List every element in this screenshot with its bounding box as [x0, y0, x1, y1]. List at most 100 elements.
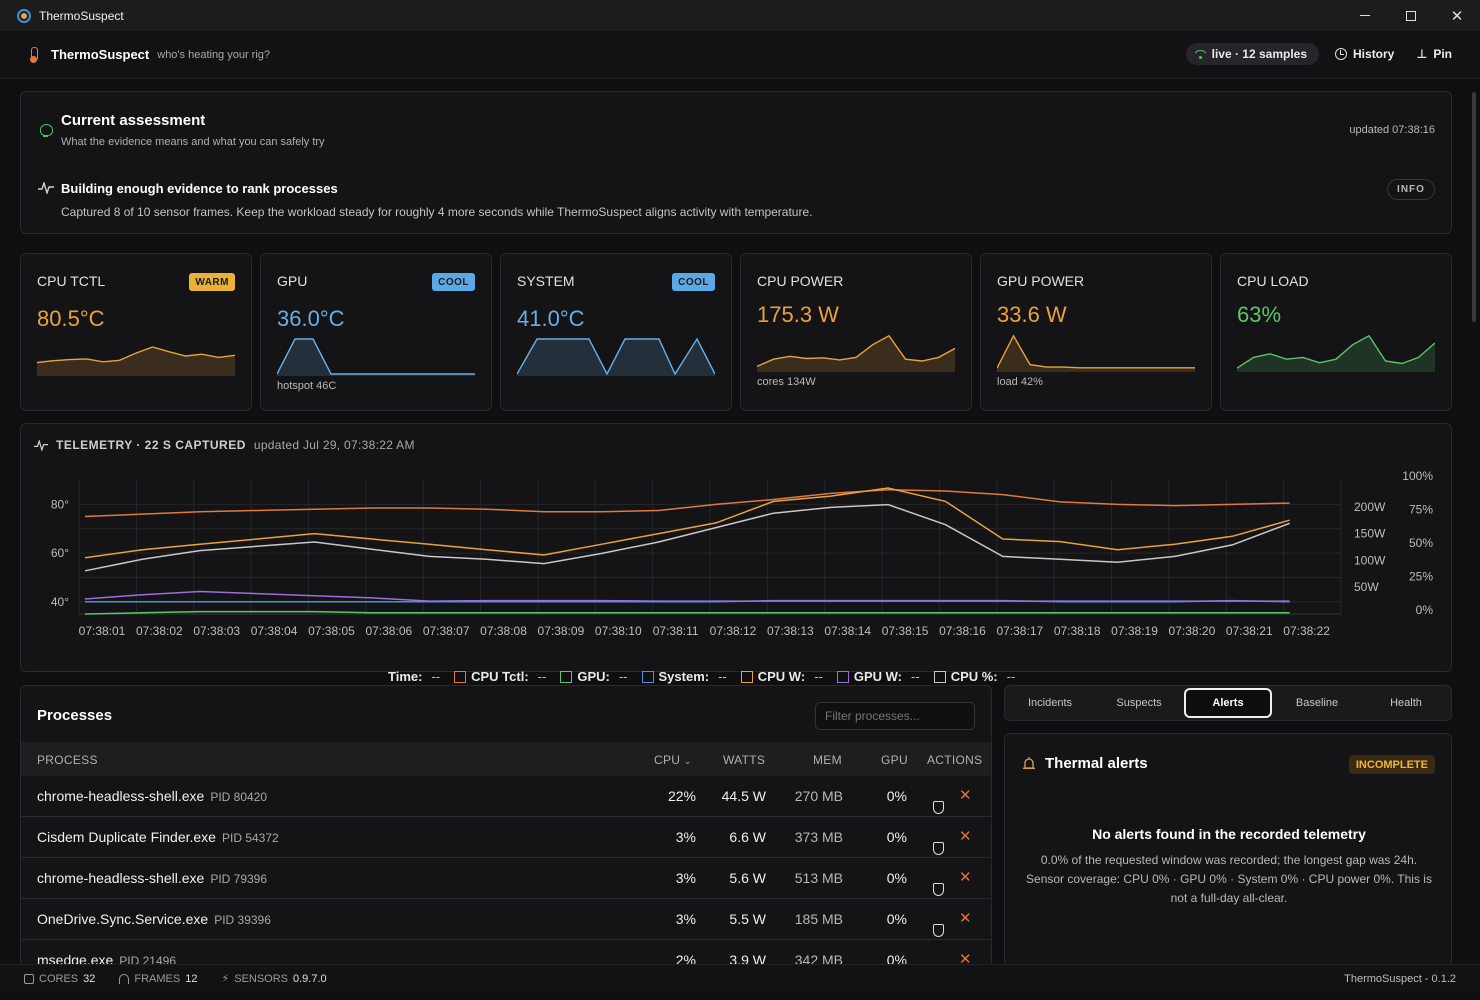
frames-label: FRAMES	[134, 972, 181, 985]
y2-tick-label: 200W	[1354, 500, 1386, 514]
y2-tick-label: 150W	[1354, 527, 1386, 541]
legend-item[interactable]: GPU W: --	[836, 669, 920, 684]
live-status-pill: live · 12 samples	[1185, 43, 1320, 65]
x-tick-label: 07:38:09	[538, 624, 585, 638]
tab-suspects[interactable]: Suspects	[1116, 697, 1162, 709]
process-pid: PID 54372	[221, 831, 279, 845]
sensors-value: 0.9.7.0	[293, 972, 327, 985]
legend-value: --	[814, 669, 823, 684]
legend-item[interactable]: Time: --	[388, 669, 440, 684]
sparkline	[1237, 334, 1435, 372]
legend-item[interactable]: CPU Tctl: --	[454, 669, 546, 684]
clock-icon	[1335, 48, 1348, 60]
kill-process-button[interactable]: ✕	[959, 910, 972, 927]
cell-cpu: 3%	[675, 911, 696, 927]
sparkline	[997, 334, 1195, 372]
status-badge: WARM	[189, 273, 235, 291]
tab-alerts[interactable]: Alerts	[1184, 688, 1272, 718]
x-tick-label: 07:38:11	[653, 624, 699, 638]
cell-mem: 373 MB	[794, 829, 843, 845]
cell-cpu: 3%	[675, 829, 696, 845]
metric-label: CPU LOAD	[1237, 273, 1309, 289]
table-row[interactable]: Cisdem Duplicate Finder.exe PID 54372 3% 6.…	[21, 817, 991, 858]
assessment-heading: Building enough evidence to rank process…	[61, 181, 338, 196]
close-button[interactable]: ✕	[1434, 0, 1480, 31]
assessment-subtitle: What the evidence means and what you can…	[61, 136, 325, 148]
legend-item[interactable]: System: --	[641, 669, 727, 684]
column-cpu[interactable]: CPU ⌄	[654, 753, 692, 767]
legend-label: Time:	[388, 669, 423, 684]
sparkline-line	[277, 338, 475, 375]
table-row[interactable]: OneDrive.Sync.Service.exe PID 39396 3% 5.5 …	[21, 899, 991, 940]
cell-mem: 513 MB	[794, 870, 843, 886]
tab-health[interactable]: Health	[1390, 697, 1422, 709]
cell-cpu: 3%	[675, 870, 696, 886]
info-badge: INFO	[1387, 179, 1435, 200]
process-name: chrome-headless-shell.exe	[37, 870, 205, 886]
frames-value: 12	[185, 972, 198, 985]
gauge-icon	[119, 973, 130, 984]
column-watts[interactable]: WATTS	[723, 753, 766, 767]
telemetry-chart-card: 80° 60° 40° 200W 150W 100W 50W 100% 75% 50% 25% 0% 0…	[20, 423, 1452, 672]
maximize-icon	[1406, 10, 1416, 21]
legend-swatch	[836, 670, 849, 683]
sensor-icon: ⚡	[221, 973, 230, 985]
legend-label: System:	[658, 669, 710, 684]
x-tick-label: 07:38:07	[423, 624, 470, 638]
status-badge: COOL	[672, 273, 715, 291]
table-row[interactable]: chrome-headless-shell.exe PID 80420 22% 44.…	[21, 776, 991, 817]
legend-item[interactable]: CPU %: --	[933, 669, 1015, 684]
sparkline-line	[1237, 334, 1435, 369]
history-button[interactable]: History	[1329, 43, 1400, 65]
y-tick-label: 40°	[51, 595, 69, 609]
filter-processes-input[interactable]	[815, 702, 975, 730]
process-name-cell: OneDrive.Sync.Service.exe PID 39396	[37, 911, 271, 927]
process-pid: PID 80420	[210, 790, 268, 804]
cell-cpu: 22%	[667, 788, 696, 804]
legend-value: --	[911, 669, 920, 684]
kill-process-button[interactable]: ✕	[959, 951, 972, 968]
y3-tick-label: 100%	[1402, 469, 1433, 483]
tab-baseline[interactable]: Baseline	[1295, 697, 1339, 709]
sparkline-line	[997, 334, 1195, 369]
sparkline-line	[517, 337, 715, 376]
telemetry-updated: updated Jul 29, 07:38:22 AM	[253, 438, 415, 452]
process-name-cell: Cisdem Duplicate Finder.exe PID 54372	[37, 829, 279, 845]
x-tick-label: 07:38:03	[193, 624, 240, 638]
column-mem[interactable]: MEM	[813, 753, 842, 767]
alarm-icon	[1023, 757, 1035, 769]
history-label: History	[1353, 47, 1395, 61]
cell-watts: 44.5 W	[721, 788, 766, 804]
kill-process-button[interactable]: ✕	[959, 828, 972, 845]
legend-item[interactable]: CPU W: --	[740, 669, 823, 684]
cell-gpu: 0%	[886, 870, 907, 886]
legend-value: --	[618, 669, 628, 684]
legend-label: CPU Tctl:	[471, 669, 529, 684]
column-process[interactable]: PROCESS	[37, 753, 98, 767]
metric-value: 36.0°C	[277, 306, 345, 331]
process-pid: PID 79396	[210, 872, 268, 886]
kill-process-button[interactable]: ✕	[959, 787, 972, 804]
processes-panel: Processes PROCESS CPU ⌄ WATTS MEM GPU AC…	[20, 685, 992, 975]
table-row[interactable]: chrome-headless-shell.exe PID 79396 3% 5.6 …	[21, 858, 991, 899]
process-name: chrome-headless-shell.exe	[37, 788, 205, 804]
process-name-cell: chrome-headless-shell.exe PID 80420	[37, 788, 267, 804]
scrollbar[interactable]	[1472, 92, 1476, 322]
status-cores: CORES 32	[24, 973, 95, 985]
cores-label: CORES	[39, 972, 79, 985]
tab-incidents[interactable]: Incidents	[1027, 697, 1073, 709]
column-gpu[interactable]: GPU	[881, 753, 908, 767]
legend-swatch	[641, 670, 654, 683]
kill-process-button[interactable]: ✕	[959, 869, 972, 886]
sort-desc-icon: ⌄	[683, 756, 692, 766]
pin-button[interactable]: ⊥ Pin	[1410, 43, 1458, 65]
minimize-button[interactable]	[1342, 0, 1388, 31]
legend-label: CPU %:	[950, 669, 998, 684]
sparkline	[277, 338, 475, 376]
legend-swatch	[560, 670, 573, 683]
legend-label: GPU W:	[853, 669, 903, 684]
maximize-button[interactable]	[1388, 0, 1434, 31]
legend-item[interactable]: GPU: --	[560, 669, 628, 684]
x-tick-label: 07:38:19	[1111, 624, 1158, 638]
metric-card: CPU TCTL 80.5°C WARM	[20, 253, 252, 411]
